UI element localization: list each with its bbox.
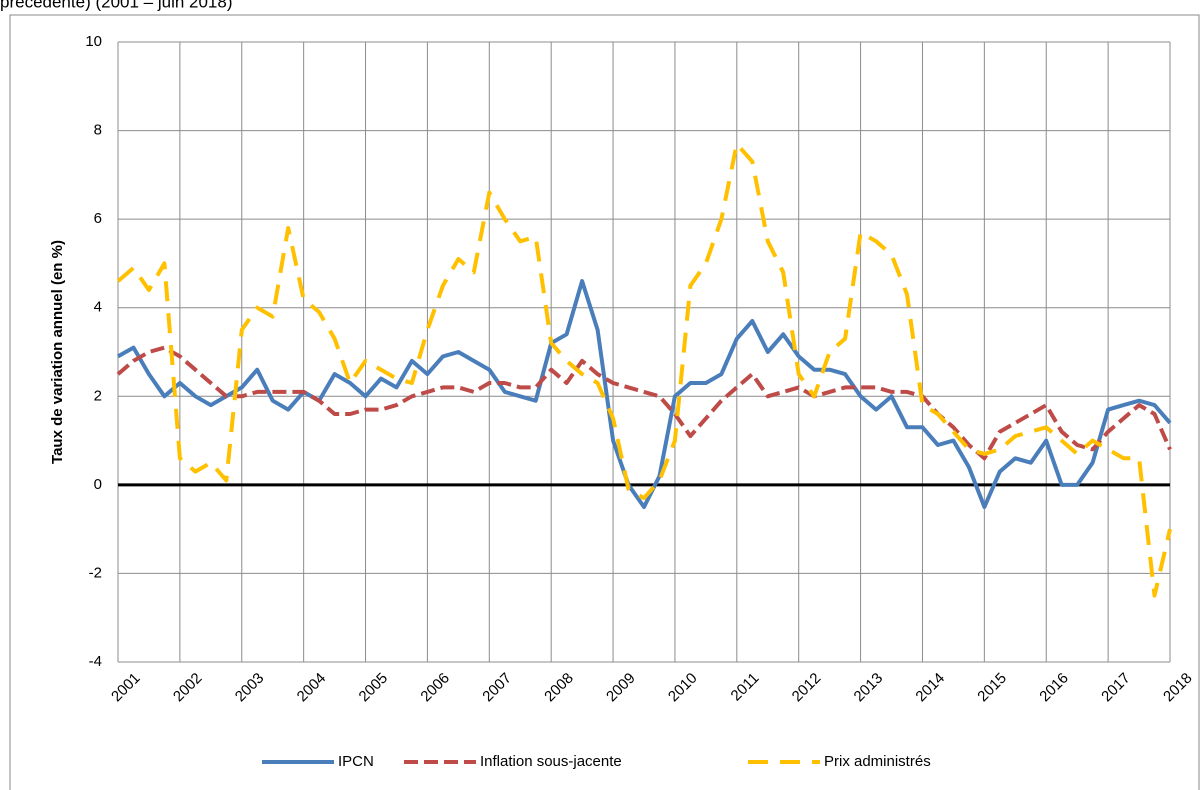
- y-tick-label: 10: [85, 33, 102, 50]
- y-tick-label: 4: [94, 299, 102, 316]
- legend-label: IPCN: [338, 753, 374, 770]
- y-tick-label: 2: [94, 387, 102, 404]
- legend-label: Prix administrés: [824, 753, 931, 770]
- series-line: [117, 279, 1172, 509]
- y-tick-label: 6: [94, 210, 102, 227]
- y-tick-label: 0: [94, 476, 102, 493]
- y-tick-label: -2: [89, 564, 102, 581]
- chart-title: précédente) (2001 – juin 2018): [0, 0, 233, 11]
- legend-label: Inflation sous-jacente: [480, 753, 622, 770]
- y-axis-label: Taux de variation annuel (en %): [49, 240, 66, 464]
- series-line: [116, 141, 1172, 598]
- y-tick-label: 8: [94, 122, 102, 139]
- y-tick-label: -4: [89, 653, 102, 670]
- series-line: [116, 345, 1172, 461]
